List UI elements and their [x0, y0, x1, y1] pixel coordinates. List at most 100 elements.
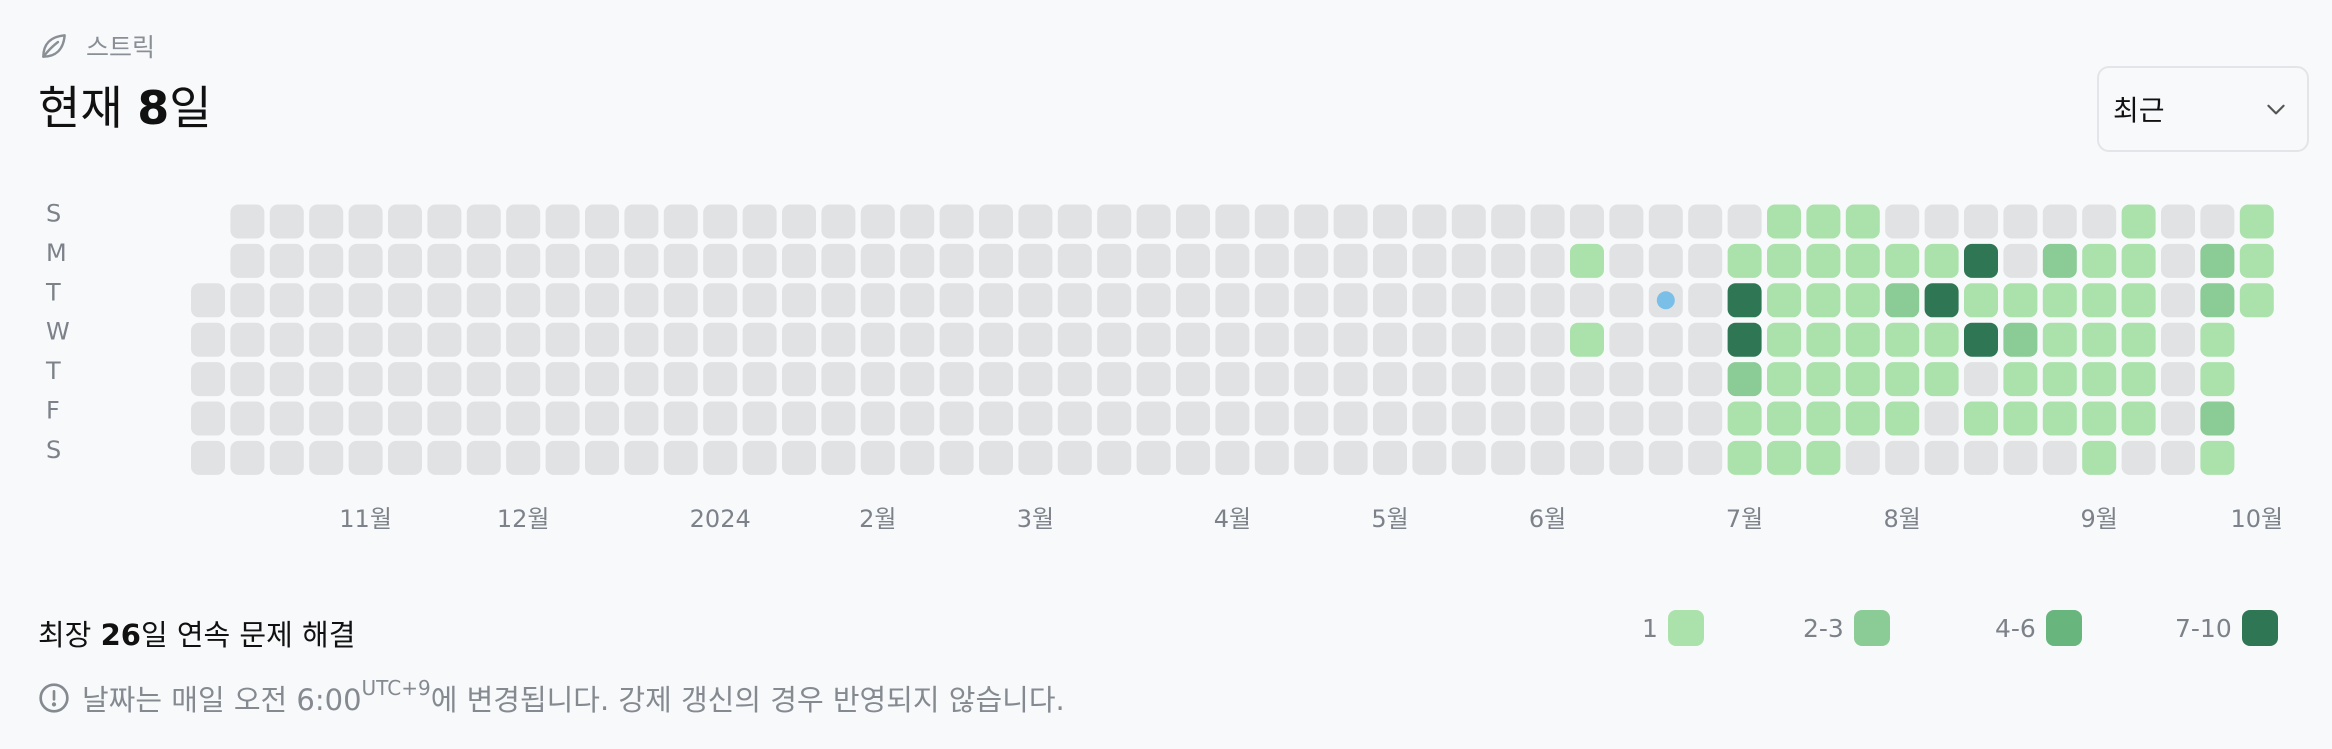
day-cell[interactable] [2200, 322, 2235, 357]
day-cell[interactable] [269, 440, 304, 475]
day-cell[interactable] [2161, 440, 2195, 475]
day-cell[interactable] [427, 440, 462, 475]
day-cell[interactable] [1806, 243, 1841, 278]
day-cell[interactable] [900, 283, 935, 318]
day-cell[interactable] [191, 401, 225, 436]
day-cell[interactable] [545, 283, 580, 318]
day-cell[interactable] [309, 362, 344, 397]
day-cell[interactable] [2121, 401, 2156, 436]
day-cell[interactable] [348, 243, 383, 278]
day-cell[interactable] [1215, 243, 1250, 278]
day-cell[interactable] [1727, 322, 1762, 357]
day-cell[interactable] [269, 322, 304, 357]
day-cell[interactable] [2121, 362, 2156, 397]
day-cell[interactable] [309, 401, 344, 436]
day-cell[interactable] [939, 283, 974, 318]
day-cell[interactable] [663, 440, 698, 475]
day-cell[interactable] [624, 243, 659, 278]
day-cell[interactable] [2200, 440, 2235, 475]
day-cell[interactable] [1294, 283, 1329, 318]
day-cell[interactable] [506, 322, 541, 357]
day-cell[interactable] [1688, 362, 1723, 397]
day-cell[interactable] [1412, 322, 1447, 357]
day-cell[interactable] [1057, 322, 1092, 357]
day-cell[interactable] [269, 362, 304, 397]
day-cell[interactable] [1136, 283, 1171, 318]
day-cell[interactable] [2003, 322, 2038, 357]
day-cell[interactable] [309, 243, 344, 278]
day-cell[interactable] [1530, 440, 1565, 475]
day-cell[interactable] [1057, 283, 1092, 318]
day-cell[interactable] [624, 283, 659, 318]
day-cell[interactable] [782, 401, 816, 436]
day-cell[interactable] [466, 283, 501, 318]
day-cell[interactable] [230, 283, 265, 318]
day-cell[interactable] [1451, 204, 1486, 239]
day-cell[interactable] [585, 401, 619, 436]
day-cell[interactable] [1570, 243, 1604, 278]
day-cell[interactable] [1373, 362, 1407, 397]
day-cell[interactable] [1845, 283, 1880, 318]
day-cell[interactable] [1885, 401, 1920, 436]
day-cell[interactable] [1018, 440, 1053, 475]
day-cell[interactable] [1767, 440, 1801, 475]
day-cell[interactable] [1648, 204, 1683, 239]
day-cell[interactable] [821, 204, 856, 239]
day-cell[interactable] [1688, 243, 1723, 278]
day-cell[interactable] [939, 204, 974, 239]
day-cell[interactable] [466, 401, 501, 436]
day-cell[interactable] [1885, 440, 1920, 475]
day-cell[interactable] [545, 204, 580, 239]
day-cell[interactable] [1215, 204, 1250, 239]
day-cell[interactable] [1648, 322, 1683, 357]
day-cell[interactable] [821, 362, 856, 397]
day-cell[interactable] [1924, 283, 1959, 318]
day-cell[interactable] [348, 401, 383, 436]
day-cell[interactable] [1530, 243, 1565, 278]
day-cell[interactable] [2082, 283, 2117, 318]
day-cell[interactable] [1136, 362, 1171, 397]
day-cell[interactable] [506, 440, 541, 475]
day-cell[interactable] [545, 362, 580, 397]
day-cell[interactable] [506, 243, 541, 278]
day-cell[interactable] [1570, 322, 1604, 357]
day-cell[interactable] [1136, 243, 1171, 278]
day-cell[interactable] [1294, 401, 1329, 436]
day-cell[interactable] [466, 440, 501, 475]
day-cell[interactable] [2082, 243, 2117, 278]
day-cell[interactable] [466, 362, 501, 397]
day-cell[interactable] [1491, 440, 1526, 475]
day-cell[interactable] [1333, 362, 1368, 397]
day-cell[interactable] [821, 243, 856, 278]
day-cell[interactable] [2121, 243, 2156, 278]
day-cell[interactable] [1412, 401, 1447, 436]
day-cell[interactable] [1136, 204, 1171, 239]
day-cell[interactable] [1609, 283, 1644, 318]
day-cell[interactable] [1964, 401, 1998, 436]
day-cell[interactable] [1373, 283, 1407, 318]
day-cell[interactable] [2082, 401, 2117, 436]
day-cell[interactable] [742, 243, 777, 278]
day-cell[interactable] [939, 243, 974, 278]
day-cell[interactable] [2003, 204, 2038, 239]
day-cell[interactable] [1924, 204, 1959, 239]
day-cell[interactable] [1333, 322, 1368, 357]
day-cell[interactable] [2003, 362, 2038, 397]
day-cell[interactable] [782, 204, 816, 239]
day-cell[interactable] [939, 322, 974, 357]
day-cell[interactable] [309, 283, 344, 318]
day-cell[interactable] [1254, 362, 1289, 397]
day-cell[interactable] [2239, 204, 2274, 239]
day-cell[interactable] [1176, 283, 1210, 318]
day-cell[interactable] [782, 322, 816, 357]
day-cell[interactable] [1176, 204, 1210, 239]
day-cell[interactable] [545, 440, 580, 475]
day-cell[interactable] [1491, 322, 1526, 357]
day-cell[interactable] [191, 283, 225, 318]
day-cell[interactable] [2121, 283, 2156, 318]
day-cell[interactable] [663, 283, 698, 318]
day-cell[interactable] [1727, 243, 1762, 278]
day-cell[interactable] [860, 283, 895, 318]
day-cell[interactable] [1727, 440, 1762, 475]
day-cell[interactable] [1609, 322, 1644, 357]
